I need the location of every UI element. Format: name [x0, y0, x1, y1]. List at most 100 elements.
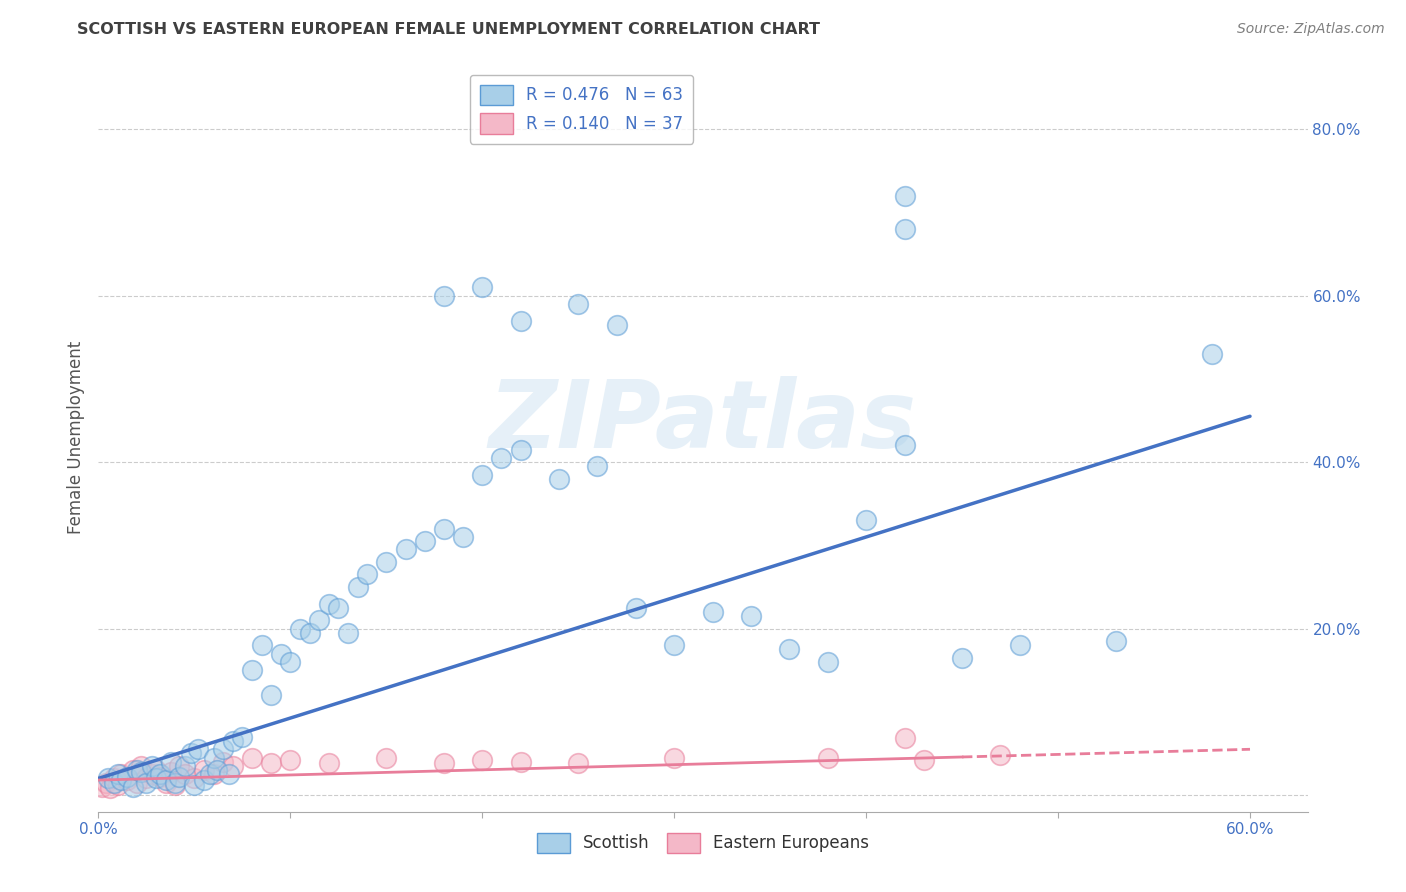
Point	[567, 297, 589, 311]
Point	[222, 759, 245, 773]
Point	[1104, 634, 1126, 648]
Y-axis label: Female Unemployment: Female Unemployment	[67, 341, 86, 533]
Point	[509, 313, 531, 327]
Point	[624, 600, 647, 615]
Point	[107, 778, 129, 792]
Point	[122, 763, 145, 777]
Point	[193, 773, 215, 788]
Point	[183, 778, 205, 792]
Point	[155, 773, 177, 788]
Point	[606, 318, 628, 332]
Text: ZIPatlas: ZIPatlas	[489, 376, 917, 468]
Point	[433, 522, 456, 536]
Point	[336, 625, 359, 640]
Point	[149, 770, 172, 784]
Point	[107, 767, 129, 781]
Text: SCOTTISH VS EASTERN EUROPEAN FEMALE UNEMPLOYMENT CORRELATION CHART: SCOTTISH VS EASTERN EUROPEAN FEMALE UNEM…	[77, 22, 820, 37]
Point	[193, 763, 215, 777]
Point	[167, 759, 190, 773]
Point	[145, 772, 167, 786]
Point	[160, 755, 183, 769]
Point	[280, 753, 302, 767]
Point	[129, 759, 152, 773]
Point	[212, 742, 235, 756]
Point	[471, 280, 494, 294]
Point	[187, 742, 209, 756]
Point	[270, 647, 292, 661]
Point	[125, 763, 148, 777]
Point	[509, 442, 531, 457]
Point	[548, 472, 571, 486]
Point	[567, 756, 589, 771]
Point	[288, 622, 311, 636]
Point	[950, 650, 973, 665]
Point	[893, 438, 915, 452]
Point	[94, 775, 117, 789]
Point	[135, 772, 157, 786]
Point	[778, 642, 800, 657]
Legend: Scottish, Eastern Europeans: Scottish, Eastern Europeans	[530, 826, 876, 860]
Point	[250, 638, 273, 652]
Point	[893, 222, 915, 236]
Point	[817, 750, 839, 764]
Point	[433, 288, 456, 302]
Point	[893, 731, 915, 746]
Point	[328, 600, 350, 615]
Point	[141, 767, 163, 781]
Point	[129, 764, 152, 779]
Point	[855, 513, 877, 527]
Point	[318, 597, 340, 611]
Point	[115, 773, 138, 788]
Point	[91, 780, 114, 794]
Point	[212, 755, 235, 769]
Point	[375, 750, 398, 764]
Point	[394, 542, 416, 557]
Point	[260, 756, 283, 771]
Point	[740, 609, 762, 624]
Point	[97, 772, 120, 786]
Point	[202, 750, 225, 764]
Point	[491, 450, 513, 465]
Point	[110, 773, 132, 788]
Point	[173, 767, 195, 781]
Point	[375, 555, 398, 569]
Point	[122, 780, 145, 794]
Point	[125, 775, 148, 789]
Point	[240, 663, 263, 677]
Point	[145, 763, 167, 777]
Point	[260, 688, 283, 702]
Point	[167, 770, 190, 784]
Text: Source: ZipAtlas.com: Source: ZipAtlas.com	[1237, 22, 1385, 37]
Point	[509, 755, 531, 769]
Point	[198, 767, 221, 781]
Point	[308, 613, 330, 627]
Point	[664, 750, 686, 764]
Point	[280, 655, 302, 669]
Point	[893, 188, 915, 202]
Point	[110, 767, 132, 781]
Point	[318, 756, 340, 771]
Point	[165, 775, 187, 789]
Point	[664, 638, 686, 652]
Point	[356, 567, 378, 582]
Point	[413, 534, 436, 549]
Point	[98, 781, 121, 796]
Point	[141, 759, 163, 773]
Point	[115, 770, 138, 784]
Point	[471, 753, 494, 767]
Point	[183, 772, 205, 786]
Point	[231, 730, 253, 744]
Point	[180, 747, 202, 761]
Point	[298, 625, 321, 640]
Point	[160, 764, 183, 779]
Point	[451, 530, 474, 544]
Point	[222, 734, 245, 748]
Point	[155, 775, 177, 789]
Point	[471, 467, 494, 482]
Point	[1201, 347, 1223, 361]
Point	[346, 580, 368, 594]
Point	[173, 759, 195, 773]
Point	[702, 605, 724, 619]
Point	[586, 459, 609, 474]
Point	[165, 778, 187, 792]
